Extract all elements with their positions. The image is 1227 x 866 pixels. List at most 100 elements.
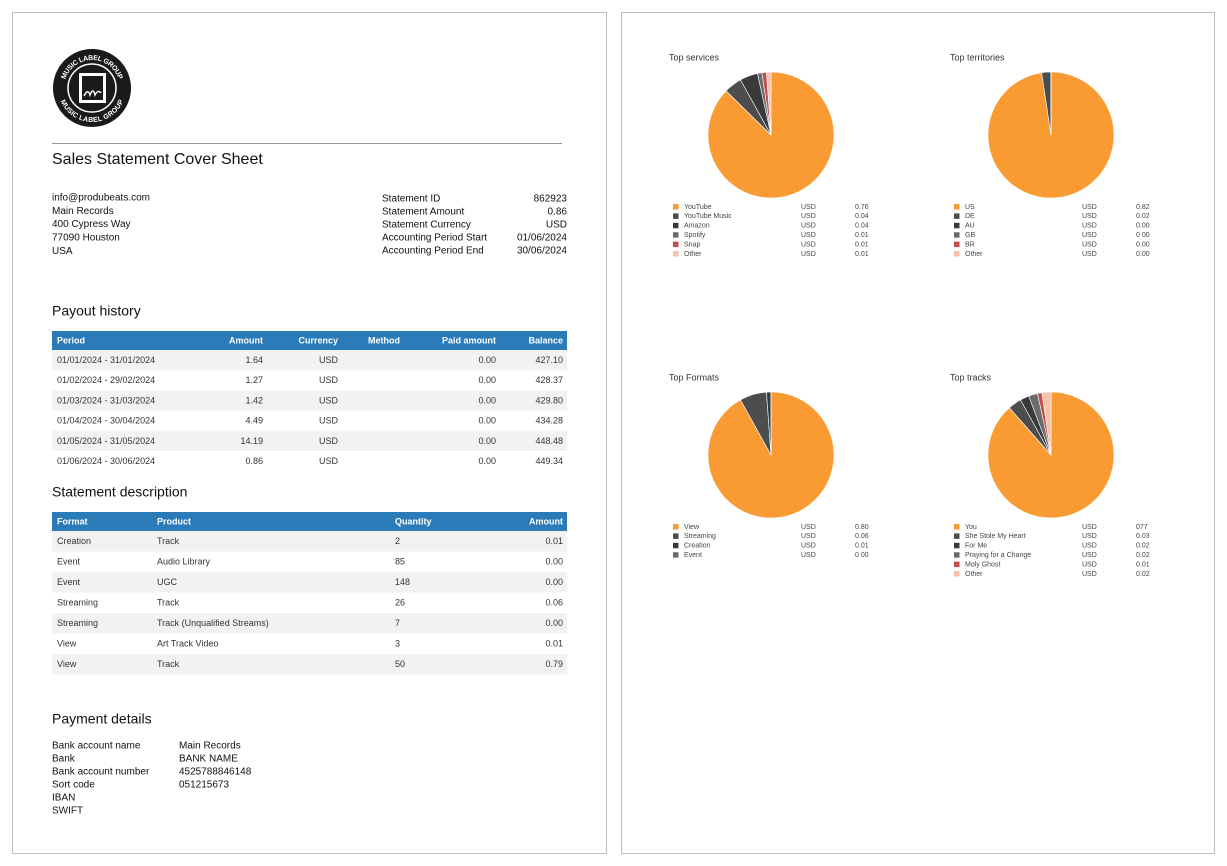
section-title: Payout history [52,303,141,319]
legend-swatch [673,241,679,248]
legend-value: 0 00 [1136,232,1150,239]
legend-swatch [954,222,960,229]
legend-value: 0.82 [1136,204,1150,211]
address-line: 77090 Houston [52,233,120,244]
legend-label: You [965,524,977,531]
legend-swatch [954,524,960,530]
address-line: info@produbeats.com [52,193,150,204]
table-cell: 0.00 [478,436,496,446]
table-cell: 1.42 [245,395,263,405]
table-cell: 4.49 [245,416,263,426]
address-line: Main Records [52,206,114,217]
legend-swatch [673,204,679,210]
table-row-band [52,350,567,371]
legend-value: 0.04 [855,223,869,230]
legend-value: 0 00 [855,552,869,559]
legend-label: Praying for a Change [965,552,1031,559]
legend-swatch [673,213,679,219]
table-row-band [52,613,567,634]
statement-value: 30/06/2024 [517,246,567,257]
legend-currency: USD [801,223,816,230]
legend-currency: USD [1082,552,1097,559]
column-header: Method [368,335,400,345]
legend-value: 0.02 [1136,552,1150,559]
table-cell: View [57,659,77,669]
table-cell: 1.64 [245,355,263,365]
table-cell: 449.34 [535,456,563,466]
table-cell: Creation [57,536,91,546]
table-row-band [52,572,567,593]
legend-value: 0.02 [1136,213,1150,220]
legend-value: 0.04 [855,213,869,220]
statement-label: Accounting Period End [382,246,484,257]
table-cell: 85 [395,557,405,567]
table-cell: 0.00 [545,557,563,567]
payment-cell: Bank account name [52,741,141,752]
logo-inner [82,76,103,100]
legend-currency: USD [801,552,816,559]
legend-currency: USD [801,524,816,531]
legend-currency: USD [801,543,816,550]
legend-currency: USD [1082,251,1097,258]
column-header: Paid amount [442,335,496,345]
legend-currency: USD [801,241,816,248]
legend-label: Amazon [684,223,710,230]
table-cell: USD [319,436,339,446]
legend-label: She Stole My Heart [965,533,1026,540]
column-header: Amount [529,516,563,526]
legend-label: View [684,524,700,531]
payment-cell: BANK NAME [179,754,238,765]
column-header: Currency [298,335,338,345]
legend-label: Other [965,251,983,258]
legend-swatch [954,561,960,568]
legend-currency: USD [801,251,816,258]
legend-currency: USD [1082,241,1097,248]
table-cell: 0.01 [545,536,563,546]
table-cell: 0.79 [545,659,563,669]
legend-swatch [954,533,960,539]
table-cell: 448.48 [535,436,563,446]
payment-cell: 4525788846148 [179,767,252,778]
section-title: Statement description [52,484,187,500]
table-cell: 01/04/2024 - 30/04/2024 [57,416,155,426]
table-cell: Track [157,536,180,546]
legend-label: Creation [684,543,711,550]
table-cell: 0.86 [245,456,263,466]
legend-value: 0.01 [855,232,869,239]
legend-swatch [954,251,960,257]
legend-swatch [954,204,960,210]
chart-title: Top services [669,52,720,62]
table-row-band [52,390,567,411]
legend-value: 0.01 [855,241,869,248]
payment-cell: Bank account number [52,767,150,778]
legend-swatch [673,542,679,549]
statement-value: 862923 [534,194,568,205]
address-line: 400 Cypress Way [52,219,131,230]
table-cell: 427.10 [535,355,563,365]
legend-currency: USD [801,204,816,211]
table-cell: 50 [395,659,405,669]
legend-swatch [954,552,960,558]
legend-value: 0.02 [1136,543,1150,550]
legend-value: 0.01 [855,251,869,258]
legend-value: 0.02 [1136,571,1150,578]
legend-label: BR [965,241,975,248]
legend-label: Event [684,552,702,559]
table-cell: 0.00 [478,395,496,405]
payment-cell: Sort code [52,780,95,791]
legend-value: 0.01 [855,543,869,550]
legend-value: 0.00 [1136,223,1150,230]
logo-ring [67,63,117,113]
legend-swatch [954,542,960,549]
table-row-band [52,654,567,675]
table-cell: 01/01/2024 - 31/01/2024 [57,355,155,365]
table-cell: 14.19 [240,436,263,446]
legend-currency: USD [1082,571,1097,578]
table-cell: 0.00 [545,577,563,587]
legend-currency: USD [801,213,816,220]
legend-swatch [673,552,679,558]
table-cell: 01/05/2024 - 31/05/2024 [57,436,155,446]
table-cell: 0.06 [545,598,563,608]
payment-cell: Bank [52,754,76,765]
